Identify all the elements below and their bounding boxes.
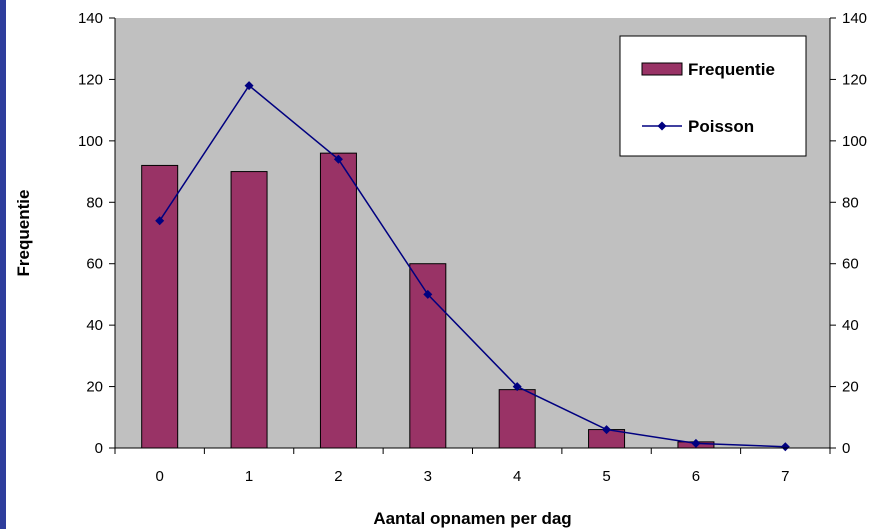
- x-tick-label: 0: [156, 468, 164, 485]
- legend: Frequentie Poisson: [619, 35, 807, 157]
- point-poisson-6: [691, 438, 701, 448]
- right-tick-label: 20: [842, 379, 859, 396]
- left-tick-label: 100: [78, 133, 103, 150]
- x-tick-label: 1: [245, 468, 253, 485]
- x-tick-label: 7: [781, 468, 789, 485]
- right-tick-label: 60: [842, 256, 859, 273]
- right-tick-label: 0: [842, 440, 850, 457]
- bar-frequentie-4: [498, 389, 536, 449]
- y-axis-title: Frequentie: [14, 190, 33, 277]
- bar-frequentie-2: [319, 152, 357, 449]
- right-tick-label: 100: [842, 133, 867, 150]
- poisson-line: [159, 84, 786, 448]
- bar-frequentie-0: [141, 164, 179, 449]
- left-edge-strip: [0, 0, 6, 529]
- left-tick-label: 0: [95, 440, 103, 457]
- left-tick-label: 120: [78, 71, 103, 88]
- line-series-poisson: [155, 81, 790, 452]
- x-tick-label: 6: [692, 468, 700, 485]
- x-tick-label: 4: [513, 468, 521, 485]
- right-tick-label: 140: [842, 10, 867, 27]
- bar-frequentie-1: [230, 171, 268, 449]
- x-axis: 0 1 2 3 4 5 6 7: [114, 448, 831, 485]
- left-tick-label: 80: [86, 194, 103, 211]
- x-tick-label: 3: [424, 468, 432, 485]
- point-poisson-2: [333, 154, 343, 164]
- point-poisson-4: [512, 382, 522, 392]
- point-poisson-3: [423, 289, 433, 299]
- left-tick-label: 40: [86, 317, 103, 334]
- x-tick-label: 2: [334, 468, 342, 485]
- point-poisson-7: [780, 442, 790, 452]
- legend-swatch-frequentie: [641, 62, 683, 76]
- left-tick-label: 140: [78, 10, 103, 27]
- x-axis-title: Aantal opnamen per dag: [373, 509, 571, 528]
- legend-marker-poisson: [657, 121, 667, 131]
- right-tick-label: 80: [842, 194, 859, 211]
- legend-label-poisson: Poisson: [688, 117, 754, 136]
- legend-box: [619, 35, 807, 157]
- right-tick-label: 120: [842, 71, 867, 88]
- x-tick-label: 5: [602, 468, 610, 485]
- left-tick-label: 20: [86, 379, 103, 396]
- point-poisson-1: [244, 81, 254, 91]
- point-poisson-5: [602, 425, 612, 435]
- left-tick-label: 60: [86, 256, 103, 273]
- legend-label-frequentie: Frequentie: [688, 60, 775, 79]
- right-y-axis: 0 20 40 60 80 100 120 140: [830, 10, 867, 457]
- left-y-axis: 0 20 40 60 80 100 120 140: [78, 10, 115, 457]
- right-tick-label: 40: [842, 317, 859, 334]
- bar-series-frequentie: [141, 152, 715, 449]
- point-poisson-0: [155, 216, 165, 226]
